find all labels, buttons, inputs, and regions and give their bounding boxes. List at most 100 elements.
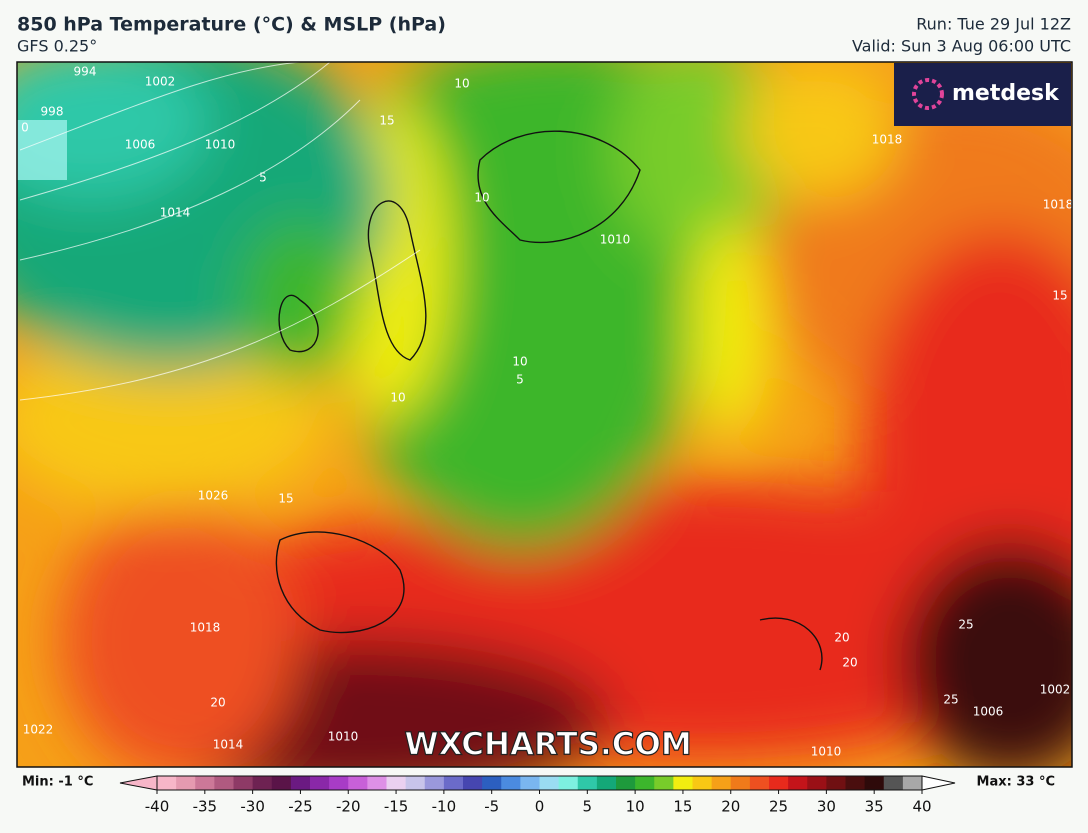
colorbar-tick-label: 20 bbox=[721, 798, 740, 816]
logo-icon bbox=[912, 78, 944, 110]
colorbar-swatch bbox=[252, 776, 273, 790]
colorbar-swatch bbox=[692, 776, 713, 790]
colorbar-end bbox=[119, 775, 158, 791]
contour-label: 1018 bbox=[1043, 198, 1074, 212]
colorbar-tick-label: 10 bbox=[626, 798, 645, 816]
contour-label: 25 bbox=[958, 618, 973, 632]
map-frame bbox=[16, 61, 1073, 768]
colorbar-tick-label: -20 bbox=[336, 798, 361, 816]
coastline bbox=[275, 130, 823, 671]
contour-label: 1010 bbox=[811, 745, 842, 759]
max-label: Max: 33 °C bbox=[977, 775, 1055, 790]
colorbar-swatch bbox=[520, 776, 540, 790]
contour-label: 20 bbox=[834, 631, 849, 645]
contour-label: 994 bbox=[74, 65, 97, 79]
logo: metdesk bbox=[952, 81, 1060, 106]
colorbar-swatch bbox=[271, 776, 292, 790]
contour-label: 1022 bbox=[23, 723, 54, 737]
contour-label: 20 bbox=[842, 656, 857, 670]
colorbar-tick-label: 25 bbox=[769, 798, 788, 816]
run: Run: Tue 29 Jul 12Z bbox=[916, 15, 1071, 34]
watermark: WXCHARTS.COM bbox=[404, 727, 691, 763]
colorbar-swatch bbox=[826, 776, 846, 790]
colorbar-swatch bbox=[596, 776, 617, 790]
contour-label: 1018 bbox=[872, 133, 903, 147]
contour-label: 1002 bbox=[1040, 683, 1071, 697]
contour-label: 10 bbox=[474, 191, 489, 205]
contour-label: 0 bbox=[21, 121, 29, 135]
colorbar-swatch bbox=[883, 776, 904, 790]
colorbar-swatch bbox=[348, 776, 368, 790]
colorbar-tick-label: 15 bbox=[673, 798, 692, 816]
colorbar-swatch bbox=[616, 776, 636, 790]
colorbar-swatch bbox=[214, 776, 234, 790]
colorbar-swatch bbox=[539, 776, 560, 790]
colorbar-swatch bbox=[405, 776, 426, 790]
colorbar-swatch bbox=[176, 776, 196, 790]
contour-label: 15 bbox=[1052, 289, 1067, 303]
colorbar-tick-label: -15 bbox=[384, 798, 409, 816]
colorbar-swatch bbox=[711, 776, 732, 790]
colorbar-tick-label: 30 bbox=[817, 798, 836, 816]
contour-label: 1002 bbox=[145, 75, 176, 89]
colorbar-swatch bbox=[329, 776, 349, 790]
colorbar-swatch bbox=[654, 776, 674, 790]
colorbar-tick-label: -5 bbox=[484, 798, 499, 816]
colorbar-swatch bbox=[577, 776, 598, 790]
colorbar-swatch bbox=[845, 776, 866, 790]
colorbar-swatch bbox=[788, 776, 808, 790]
colorbar-swatch bbox=[195, 776, 215, 790]
colorbar-swatch bbox=[367, 776, 387, 790]
colorbar-tick-label: 40 bbox=[912, 798, 931, 816]
colorbar-swatch bbox=[673, 776, 693, 790]
colorbar-swatch bbox=[558, 776, 579, 790]
colorbar-swatch bbox=[157, 776, 177, 790]
colorbar-swatch bbox=[463, 776, 483, 790]
colorbar-tick-label: -30 bbox=[240, 798, 265, 816]
colorbar-swatch bbox=[864, 776, 885, 790]
colorbar-swatch bbox=[424, 776, 445, 790]
contour-label: 1014 bbox=[160, 206, 191, 220]
min-label: Min: -1 °C bbox=[22, 775, 93, 790]
colorbar-tick-label: 0 bbox=[535, 798, 545, 816]
contour-label: 15 bbox=[278, 492, 293, 506]
colorbar-swatch bbox=[310, 776, 330, 790]
logo-box bbox=[894, 63, 1071, 126]
isobar bbox=[19, 62, 421, 401]
contour-label: 10 bbox=[512, 355, 527, 369]
colorbar-end bbox=[921, 775, 956, 791]
colorbar-tick-label: 35 bbox=[865, 798, 884, 816]
contour-label: 5 bbox=[259, 171, 267, 185]
colorbar-tick-label: -35 bbox=[193, 798, 218, 816]
contour-label: 1006 bbox=[125, 138, 156, 152]
colorbar-swatch bbox=[501, 776, 521, 790]
colorbar-tick-label: -40 bbox=[145, 798, 170, 816]
colorbar-swatch bbox=[749, 776, 770, 790]
colorbar-swatch bbox=[730, 776, 751, 790]
colorbar-swatch bbox=[443, 776, 464, 790]
contour-label: 1006 bbox=[973, 705, 1004, 719]
colorbar-tick-label: -25 bbox=[288, 798, 313, 816]
colorbar-tick-label: 5 bbox=[583, 798, 593, 816]
colorbar-swatch bbox=[290, 776, 311, 790]
title: 850 hPa Temperature (°C) & MSLP (hPa) bbox=[17, 14, 446, 36]
contour-label: 998 bbox=[41, 105, 64, 119]
valid: Valid: Sun 3 Aug 06:00 UTC bbox=[852, 37, 1071, 56]
contour-label: 20 bbox=[210, 696, 225, 710]
contour-label: 1010 bbox=[205, 138, 236, 152]
contour-label: 1018 bbox=[190, 621, 221, 635]
colorbar-swatch bbox=[769, 776, 789, 790]
colorbar-swatch bbox=[386, 776, 407, 790]
contour-label: 1026 bbox=[198, 489, 229, 503]
contour-label: 5 bbox=[516, 373, 524, 387]
model: GFS 0.25° bbox=[17, 37, 97, 56]
contour-label: 25 bbox=[943, 693, 958, 707]
contour-label: 1014 bbox=[213, 738, 244, 752]
colorbar-swatch bbox=[902, 776, 923, 790]
colorbar-swatch bbox=[233, 776, 254, 790]
colorbar-swatch bbox=[482, 776, 502, 790]
contour-label: 10 bbox=[454, 77, 469, 91]
